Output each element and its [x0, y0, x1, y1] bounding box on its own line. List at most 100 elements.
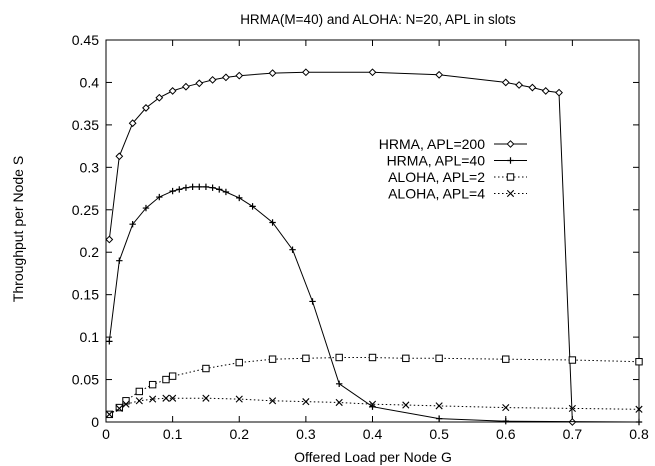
data-point [335, 398, 343, 407]
data-point [222, 188, 230, 196]
data-point [502, 355, 510, 363]
data-point [635, 405, 643, 413]
data-point [216, 186, 223, 193]
data-point [502, 417, 509, 425]
data-point [555, 88, 563, 97]
data-point [236, 194, 243, 202]
series-line [109, 397, 640, 415]
data-point [635, 358, 643, 366]
legend-marker [506, 140, 515, 148]
data-point [268, 397, 277, 405]
data-point [435, 415, 443, 422]
data-point [202, 183, 210, 191]
y-axis-label: Throughput per Node S [10, 156, 26, 302]
data-point [435, 402, 443, 410]
series-layer [105, 68, 643, 426]
data-point [335, 353, 343, 362]
x-tick-label: 0.1 [163, 426, 183, 442]
data-point [196, 183, 203, 191]
x-tick-label: 0.4 [363, 426, 383, 442]
data-point [301, 68, 310, 77]
data-point [268, 355, 277, 363]
data-point [182, 82, 190, 91]
x-tick-label: 0.6 [496, 426, 516, 442]
data-point [502, 403, 510, 412]
y-tick-label: 0.2 [80, 244, 100, 260]
data-point [235, 395, 243, 403]
x-tick-label: 0.3 [296, 426, 316, 442]
data-point [235, 71, 244, 80]
data-point [289, 246, 296, 253]
data-point [515, 81, 523, 89]
data-point [202, 364, 210, 373]
data-point [105, 235, 114, 244]
x-tick-label: 0.5 [429, 426, 449, 442]
data-point [105, 410, 113, 418]
x-axis-label: Offered Load per Node G [294, 449, 452, 465]
data-point [142, 204, 150, 212]
data-point [169, 394, 177, 402]
data-point [129, 221, 136, 228]
legend-marker [506, 189, 515, 198]
data-point [568, 404, 576, 413]
data-point [148, 380, 157, 389]
data-point [302, 398, 310, 406]
data-point [208, 75, 217, 84]
y-tick-label: 0.35 [72, 117, 99, 133]
data-point [116, 257, 123, 264]
data-point [135, 387, 144, 396]
series-2 [106, 183, 643, 426]
series-line [108, 71, 573, 423]
data-point [528, 83, 537, 92]
legend-label: ALOHA, APL=4 [388, 186, 485, 202]
data-point [335, 380, 343, 387]
data-point [209, 184, 216, 191]
x-tick-label: 0 [102, 426, 110, 442]
legend-entry: ALOHA, APL=4 [388, 186, 527, 202]
data-point [189, 183, 196, 191]
data-point [435, 354, 443, 363]
data-point [115, 403, 124, 412]
data-point [115, 152, 124, 161]
data-point [402, 401, 410, 409]
legend-marker [506, 173, 515, 181]
data-point [249, 203, 256, 210]
y-tick-label: 0.05 [72, 372, 99, 388]
data-point [106, 338, 113, 345]
data-point [635, 418, 643, 426]
x-tick-label: 0.2 [230, 426, 250, 442]
data-point [541, 87, 550, 95]
data-point [168, 87, 177, 95]
data-point [368, 353, 377, 362]
legend-label: HRMA, APL=40 [387, 153, 486, 169]
y-tick-label: 0.25 [72, 202, 99, 218]
series-4 [105, 394, 643, 418]
data-point [155, 93, 164, 102]
data-point [368, 400, 377, 408]
data-point [128, 119, 137, 128]
legend-label: ALOHA, APL=2 [388, 169, 485, 185]
series-3 [105, 353, 643, 419]
series-line [108, 186, 640, 423]
data-point [142, 104, 150, 112]
chart-title: HRMA(M=40) and ALOHA: N=20, APL in slots [240, 12, 516, 27]
y-tick-label: 0.4 [80, 74, 100, 90]
x-tick-label: 0.7 [563, 426, 583, 442]
data-point [269, 219, 276, 226]
plot-axes: 0 0.1 0.2 0.3 0.4 0.5 0.6 0.7 0.8 0 0.05 0.1 0.15 0.2… [72, 32, 649, 442]
data-point [222, 73, 230, 82]
data-point [115, 404, 123, 413]
data-point [162, 394, 170, 402]
data-point [309, 298, 316, 305]
data-point [302, 354, 310, 363]
data-point [202, 394, 210, 402]
data-point [169, 187, 176, 195]
data-point [268, 69, 277, 78]
data-point [235, 358, 243, 367]
data-point [162, 375, 170, 384]
y-tick-label: 0.1 [80, 329, 100, 345]
data-point [168, 372, 177, 380]
legend-label: HRMA, APL=200 [379, 136, 485, 152]
